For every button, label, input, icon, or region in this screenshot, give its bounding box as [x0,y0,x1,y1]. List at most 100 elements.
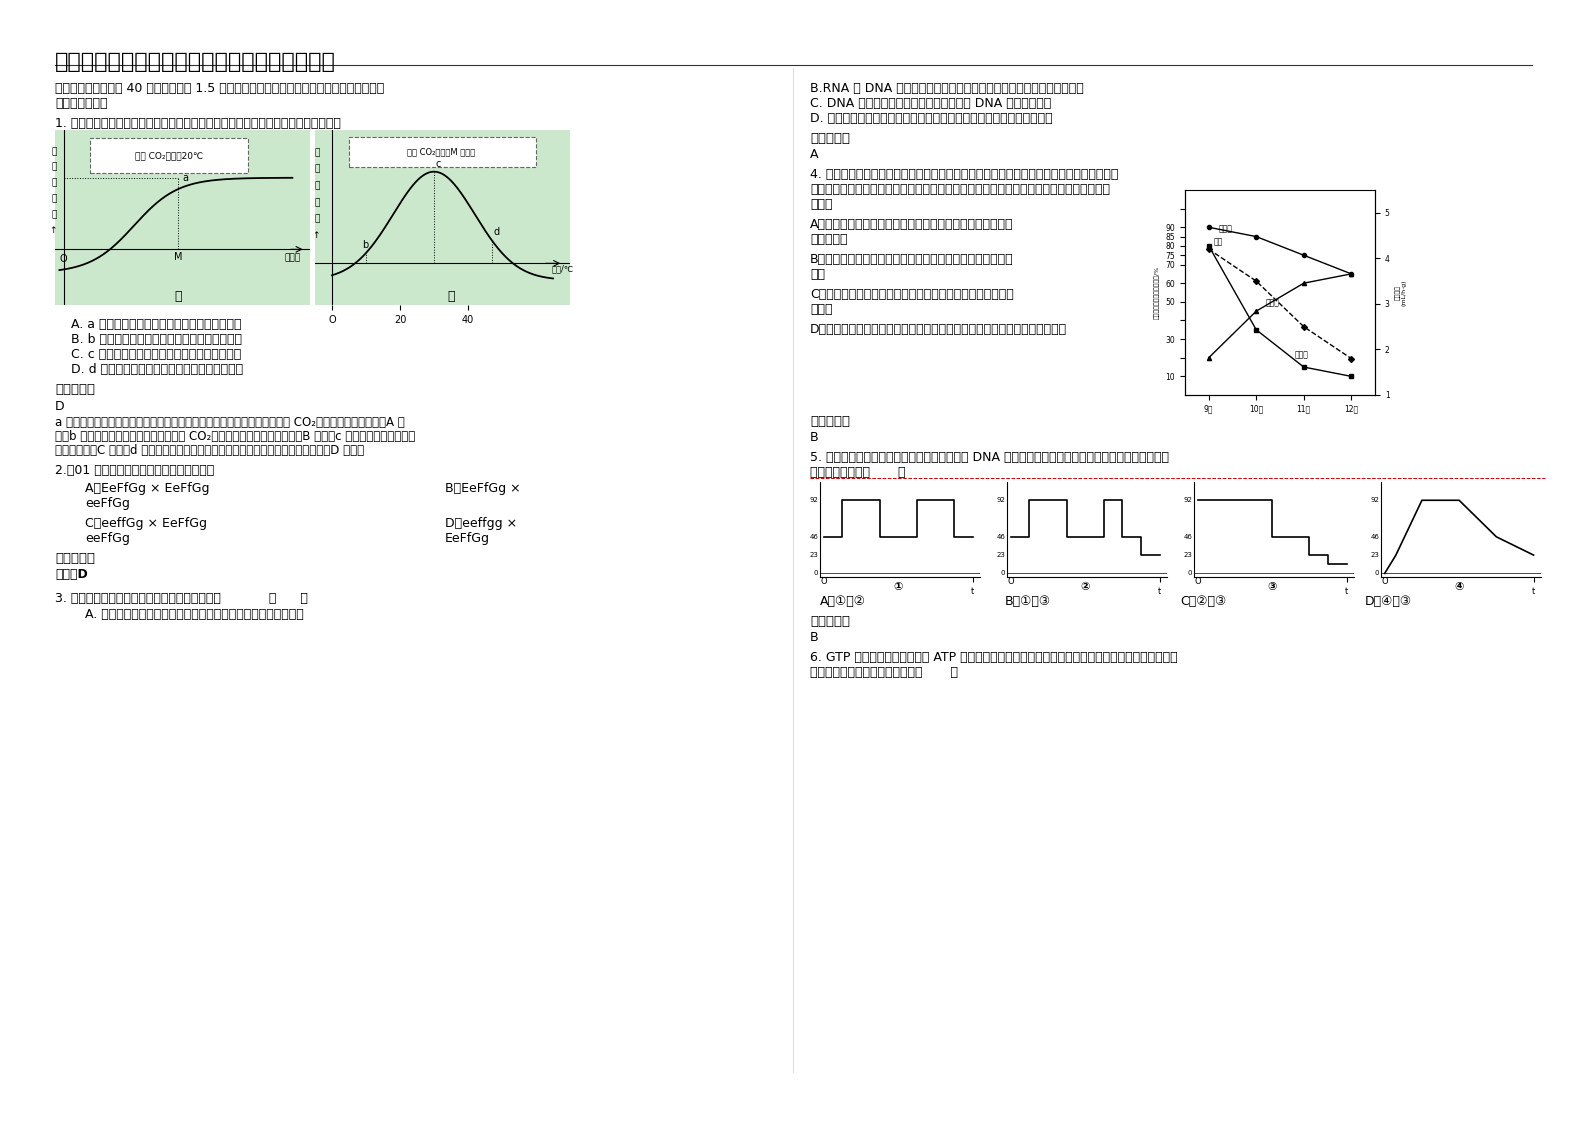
Text: B．①和③: B．①和③ [1005,595,1051,608]
含水量 [1295,248,1314,261]
FancyBboxPatch shape [349,137,536,167]
Text: 23: 23 [997,552,1005,558]
Text: 安徽省淮北市民生中学高三生物联考试题含解析: 安徽省淮北市民生中学高三生物联考试题含解析 [56,52,336,72]
自由水 [1247,323,1266,337]
Y-axis label: 自由水和结合水的质量分数/%: 自由水和结合水的质量分数/% [1154,266,1160,319]
Text: D．eeffgg ×: D．eeffgg × [444,517,517,530]
Text: B．冬季来临过程中，自由水明显减少是呼吸速率下降的主要: B．冬季来临过程中，自由水明显减少是呼吸速率下降的主要 [809,252,1014,266]
Text: 速: 速 [51,194,57,203]
Text: O: O [60,254,68,264]
Text: A. 蛋白质肽链的盘曲和折叠被解开时，其特定功能尚未发生改变: A. 蛋白质肽链的盘曲和折叠被解开时，其特定功能尚未发生改变 [86,608,303,620]
Text: 光: 光 [314,165,321,174]
Text: 甲: 甲 [175,291,183,303]
Text: O: O [1195,578,1201,587]
Text: 46: 46 [809,534,819,540]
Text: A．EeFfGg × EeFfGg: A．EeFfGg × EeFfGg [86,482,209,495]
Text: A．随着气温和土壤温度的下降，根系的吸水量减少，组织的: A．随着气温和土壤温度的下降，根系的吸水量减少，组织的 [809,218,1014,231]
Text: 6. GTP 是细胞的正常成分，与 ATP 相似，参与许多生化反应，如可以为蛋白质的生物合成过程直接提: 6. GTP 是细胞的正常成分，与 ATP 相似，参与许多生化反应，如可以为蛋白… [809,651,1178,664]
Text: 参考答案：: 参考答案： [56,383,95,396]
Text: C. c 点条件下，适当提高温度，净光合速率增大: C. c 点条件下，适当提高温度，净光合速率增大 [56,348,241,361]
Line: 结合水: 结合水 [1206,272,1354,360]
Text: 参考答案：: 参考答案： [809,615,851,628]
Text: B．EeFfGg ×: B．EeFfGg × [444,482,521,495]
含水量 [1341,267,1360,280]
Text: 参考答案：: 参考答案： [56,552,95,565]
Text: 4. 植物在冬季来临过程中，体内发生了一系列适应低温的生理生化变化，抗寒力逐渐增强。: 4. 植物在冬季来临过程中，体内发生了一系列适应低温的生理生化变化，抗寒力逐渐增… [809,168,1119,181]
含水量 [1200,221,1219,234]
Text: c: c [436,158,441,168]
Text: a: a [183,173,189,183]
Text: 23: 23 [809,552,819,558]
Text: D: D [56,401,65,413]
Text: 速: 速 [314,197,321,206]
Text: 0: 0 [814,570,819,577]
Text: eeFfGg: eeFfGg [86,497,130,511]
Text: D. d 点条件下，适当增强光照，净光合速率增大: D. d 点条件下，适当增强光照，净光合速率增大 [56,364,243,376]
Text: C．结合水与自由水含量的比值，与植物的抗寒性呈现明显的: C．结合水与自由水含量的比值，与植物的抗寒性呈现明显的 [809,288,1014,301]
Text: 含水量下降: 含水量下降 [809,233,847,246]
Text: 92: 92 [997,497,1005,504]
Text: 46: 46 [1370,534,1379,540]
Text: 3. 下列关于组成细胞化合物的叙述，不正确的是            （      ）: 3. 下列关于组成细胞化合物的叙述，不正确的是 （ ） [56,592,308,605]
Text: ④: ④ [1454,582,1463,591]
Text: 92: 92 [1370,497,1379,504]
Text: A: A [809,148,819,160]
Text: D．随温度的缓慢降低，植物的呼吸作用逐渐减弱，有利于减少有机物的消耗: D．随温度的缓慢降低，植物的呼吸作用逐渐减弱，有利于减少有机物的消耗 [809,323,1066,335]
Text: O: O [1381,578,1389,587]
Text: 2.（01 上海卷）下列杂交组合属于测交的是: 2.（01 上海卷）下列杂交组合属于测交的是 [56,465,214,477]
Text: 误的是: 误的是 [809,197,833,211]
Text: 0: 0 [1187,570,1192,577]
Text: 46: 46 [1184,534,1192,540]
Text: 参考答案：: 参考答案： [809,132,851,145]
Text: d: d [494,228,500,237]
Text: b: b [362,240,368,250]
Text: 答案：D: 答案：D [56,568,87,581]
呼吸 [1247,275,1266,288]
Text: 23: 23 [1184,552,1192,558]
Text: 净: 净 [314,148,321,157]
Text: ③: ③ [1268,582,1278,591]
Text: 呼吸: 呼吸 [1214,238,1222,247]
Line: 含水量: 含水量 [1206,226,1354,276]
结合水 [1200,351,1219,365]
含水量 [1247,230,1266,243]
Text: 乙: 乙 [448,289,455,303]
Text: M: M [175,252,183,263]
Text: 结合水: 结合水 [1266,298,1279,307]
Text: 自由水: 自由水 [1295,351,1308,360]
Text: 净: 净 [51,147,57,156]
Text: 合: 合 [51,178,57,187]
Text: eeFfGg: eeFfGg [86,532,130,545]
呼吸 [1200,242,1219,256]
Text: 1. 图甲、乙是一定条件下测得的某植物叶片净光合速率变化曲线。下列叙述正确的是: 1. 图甲、乙是一定条件下测得的某植物叶片净光合速率变化曲线。下列叙述正确的是 [56,117,341,130]
Text: C．eeffGg × EeFfGg: C．eeffGg × EeFfGg [86,517,206,530]
结合水 [1247,304,1266,318]
Text: 0: 0 [1374,570,1379,577]
Text: 光: 光 [51,163,57,172]
Text: 0: 0 [1001,570,1005,577]
Text: 原因: 原因 [809,268,825,280]
Text: B: B [809,431,819,444]
Text: A. a 点条件下，适当提高温度，净光合速率减小: A. a 点条件下，适当提高温度，净光合速率减小 [56,318,241,331]
Text: C. DNA 分子碱基的特定排列顺序，构成了 DNA 分子的特异性: C. DNA 分子碱基的特定排列顺序，构成了 DNA 分子的特异性 [809,96,1051,110]
Text: 一、选择题（本题共 40 小题，每小题 1.5 分。在每小题给出的四个选项中，只有一项是符合: 一、选择题（本题共 40 小题，每小题 1.5 分。在每小题给出的四个选项中，只… [56,82,384,95]
Text: 5. 在下图中，能表示人的受精卵在分裂过程中 DNA 含量变化以及精细胞在形成过程中染色体数目变化: 5. 在下图中，能表示人的受精卵在分裂过程中 DNA 含量变化以及精细胞在形成过… [809,451,1170,465]
Line: 自由水: 自由水 [1206,243,1354,378]
Text: 含水量: 含水量 [1219,224,1232,233]
Text: O: O [820,578,827,587]
FancyBboxPatch shape [90,138,249,173]
Text: B. b 点条件下，适当增强光照，净光合速率增大: B. b 点条件下，适当增强光照，净光合速率增大 [56,333,241,346]
Text: A．①和②: A．①和② [820,595,867,608]
Text: 题目要求的。）: 题目要求的。） [56,96,108,110]
Text: ↑: ↑ [313,231,321,240]
Text: 大气 CO₂浓度、20℃: 大气 CO₂浓度、20℃ [135,151,203,160]
Text: 右图为冬小麦在不同时期含水量和呼吸速率变化关系图。请根据图推断以下有关说法中，错: 右图为冬小麦在不同时期含水量和呼吸速率变化关系图。请根据图推断以下有关说法中，错 [809,183,1109,196]
Y-axis label: 呼吸速率
(mL/h·g): 呼吸速率 (mL/h·g) [1395,279,1406,306]
Text: 误；b 点时，由图甲知可通过适当大气中 CO₂浓度或温度增加净光合速率，B 错误；c 点时再增加温度，净光: 误；b 点时，由图甲知可通过适当大气中 CO₂浓度或温度增加净光合速率，B 错误… [56,430,416,443]
Text: 92: 92 [809,497,819,504]
自由水 [1295,360,1314,374]
Text: 正相关: 正相关 [809,303,833,316]
Text: 温度/℃: 温度/℃ [552,265,574,274]
Text: 率: 率 [314,214,321,223]
Line: 呼吸: 呼吸 [1206,247,1354,360]
